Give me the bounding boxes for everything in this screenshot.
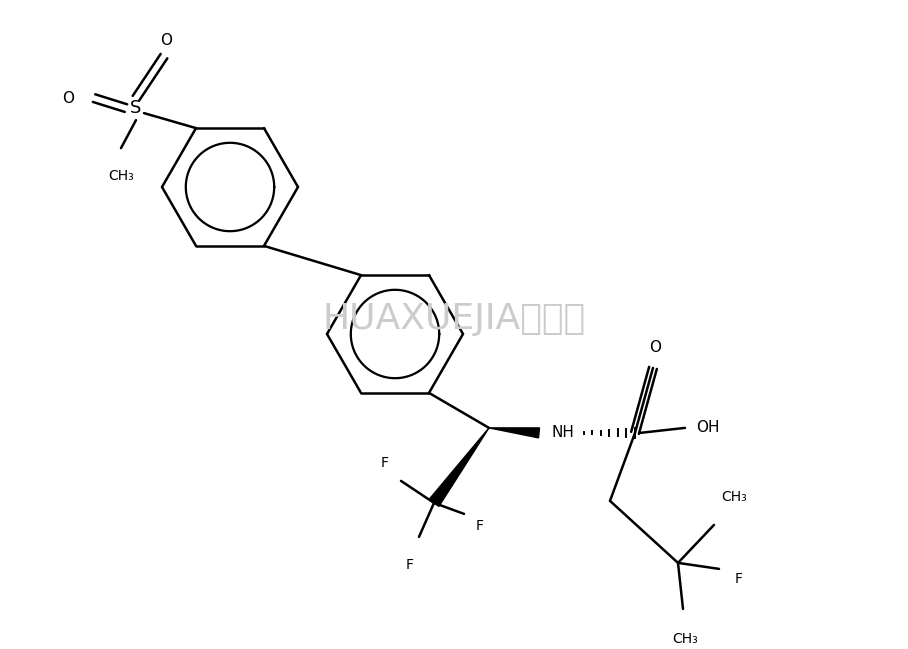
Text: CH₃: CH₃ — [721, 490, 747, 504]
Text: OH: OH — [696, 421, 720, 435]
Polygon shape — [429, 428, 489, 506]
Text: O: O — [649, 340, 661, 356]
Polygon shape — [489, 428, 539, 438]
Text: CH₃: CH₃ — [108, 169, 133, 183]
Text: S: S — [131, 99, 142, 117]
Text: F: F — [735, 572, 743, 586]
Text: F: F — [381, 456, 389, 470]
Text: F: F — [476, 519, 484, 533]
Text: F: F — [406, 558, 414, 572]
Text: NH: NH — [551, 425, 575, 441]
Text: O: O — [62, 91, 74, 106]
Text: CH₃: CH₃ — [672, 632, 698, 646]
Text: O: O — [160, 32, 172, 47]
Text: HUAXUEJIA化学加: HUAXUEJIA化学加 — [322, 302, 586, 336]
